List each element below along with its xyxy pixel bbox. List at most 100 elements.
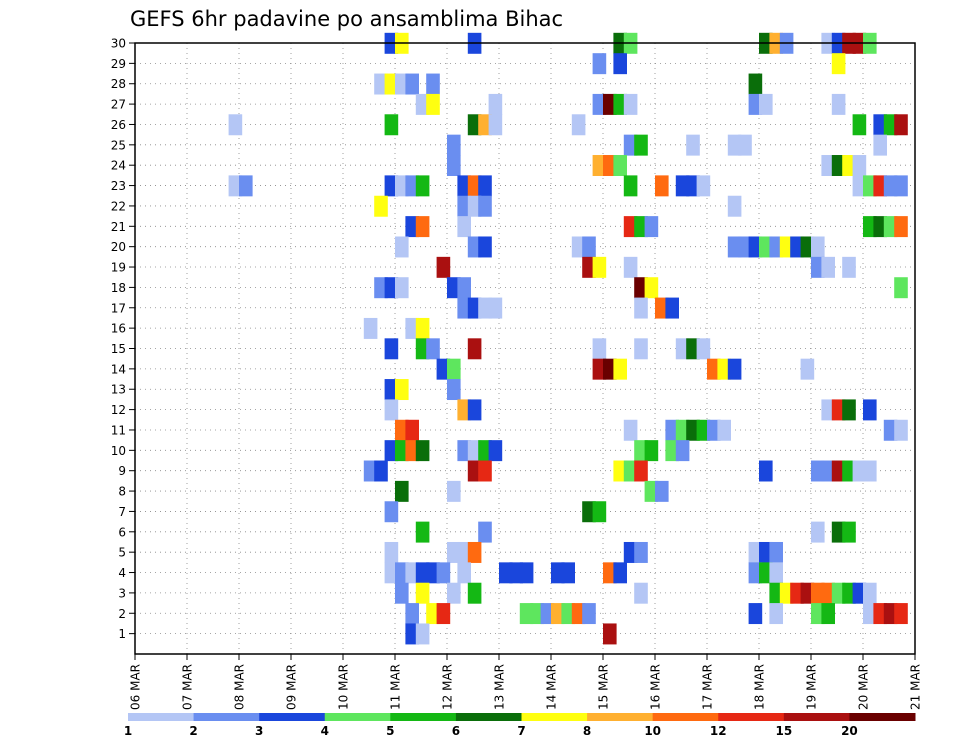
heatmap-cell [467, 541, 482, 563]
heatmap-cell [686, 175, 700, 197]
heatmap-cell [769, 562, 783, 584]
heatmap-cell [395, 236, 409, 258]
colorbar-swatch [128, 713, 195, 721]
heatmap-cell [415, 562, 430, 584]
heatmap-cell [821, 399, 835, 421]
heatmap-cell [436, 358, 451, 380]
heatmap-cell [447, 541, 461, 563]
heatmap-cell [457, 195, 471, 217]
heatmap-cell [592, 338, 607, 360]
heatmap-cell [405, 216, 419, 238]
heatmap-cell [769, 603, 783, 625]
heatmap-cell [395, 562, 409, 584]
heatmap-cell [384, 73, 399, 95]
heatmap-cell [582, 236, 596, 258]
y-tick-label: 8 [118, 485, 126, 499]
heatmap-cell [634, 134, 648, 156]
colorbar-swatch [259, 713, 326, 721]
y-tick-label: 10 [111, 444, 126, 458]
y-tick-label: 27 [111, 98, 126, 112]
x-tick-label: 06 MAR [129, 664, 143, 710]
heatmap-cell [883, 175, 898, 197]
heatmap-cell [811, 603, 825, 625]
heatmap-cell [228, 175, 243, 197]
heatmap-cell [675, 338, 690, 360]
heatmap-cell [883, 216, 898, 238]
heatmap-cell [499, 562, 513, 584]
heatmap-cell [727, 134, 742, 156]
heatmap-cell [426, 603, 440, 625]
heatmap-cell [467, 175, 482, 197]
heatmap-cell [665, 440, 679, 462]
heatmap-cell [759, 541, 773, 563]
heatmap-cell [363, 317, 378, 339]
heatmap-cell [478, 460, 492, 482]
heatmap-cell [634, 460, 648, 482]
colorbar-swatch [849, 713, 916, 721]
heatmap-cell [436, 256, 451, 278]
heatmap-cell [644, 216, 659, 238]
y-tick-label: 21 [111, 220, 126, 234]
heatmap-cell [447, 134, 461, 156]
heatmap-cell [613, 562, 627, 584]
heatmap-cell [831, 582, 846, 604]
heatmap-cell [488, 114, 503, 136]
heatmap-cell [384, 399, 399, 421]
heatmap-cell [852, 460, 867, 482]
heatmap-cell [655, 175, 669, 197]
heatmap-cell [634, 297, 648, 319]
colorbar: 1 2 3 4 5 6 7 8 10 12 15 20 [124, 713, 916, 738]
y-tick-label: 12 [111, 403, 126, 417]
heatmap-cell [811, 582, 825, 604]
colorbar-swatch [324, 713, 391, 721]
heatmap-cell [665, 419, 679, 441]
heatmap-cell [488, 440, 503, 462]
heatmap-cell [831, 93, 846, 115]
heatmap-cell [384, 501, 399, 523]
chart-title: GEFS 6hr padavine po ansamblima Bihac [130, 7, 563, 31]
heatmap-cells [228, 32, 908, 645]
heatmap-cell [842, 399, 856, 421]
heatmap-cell [467, 582, 482, 604]
y-tick-label: 25 [111, 138, 126, 152]
colorbar-label: 2 [189, 724, 197, 738]
heatmap-cell [634, 277, 648, 299]
heatmap-cell [603, 358, 617, 380]
heatmap-cell [426, 93, 440, 115]
y-axis: 1234567891011121314151617181920212223242… [111, 37, 135, 641]
y-tick-label: 15 [111, 342, 126, 356]
heatmap-cell [613, 460, 627, 482]
heatmap-cell [530, 603, 544, 625]
y-tick-label: 30 [111, 37, 126, 51]
heatmap-cell [415, 317, 430, 339]
heatmap-cell [561, 562, 575, 584]
heatmap-cell [478, 195, 492, 217]
heatmap-cell [582, 501, 596, 523]
y-tick-label: 13 [111, 383, 126, 397]
heatmap-cell [384, 379, 399, 401]
heatmap-cell [831, 155, 846, 176]
heatmap-cell [696, 338, 711, 360]
heatmap-cell [436, 603, 451, 625]
heatmap-cell [790, 236, 804, 258]
heatmap-cell [447, 155, 461, 176]
colorbar-swatch [783, 713, 850, 721]
heatmap-cell [779, 582, 794, 604]
heatmap-cell [623, 419, 638, 441]
heatmap-cell [613, 53, 627, 75]
heatmap-cell [873, 603, 887, 625]
x-tick-label: 13 MAR [493, 664, 507, 710]
heatmap-cell [426, 562, 440, 584]
y-tick-label: 20 [111, 240, 126, 254]
colorbar-swatch [521, 713, 588, 721]
heatmap-cell [478, 114, 492, 136]
heatmap-cell [873, 175, 887, 197]
heatmap-cell [623, 256, 638, 278]
heatmap-cell [478, 521, 492, 543]
heatmap-cell [384, 175, 399, 197]
heatmap-cell [228, 114, 243, 136]
colorbar-label: 5 [386, 724, 394, 738]
heatmap-cell [831, 399, 846, 421]
heatmap-cell [374, 73, 388, 95]
heatmap-cell [769, 541, 783, 563]
